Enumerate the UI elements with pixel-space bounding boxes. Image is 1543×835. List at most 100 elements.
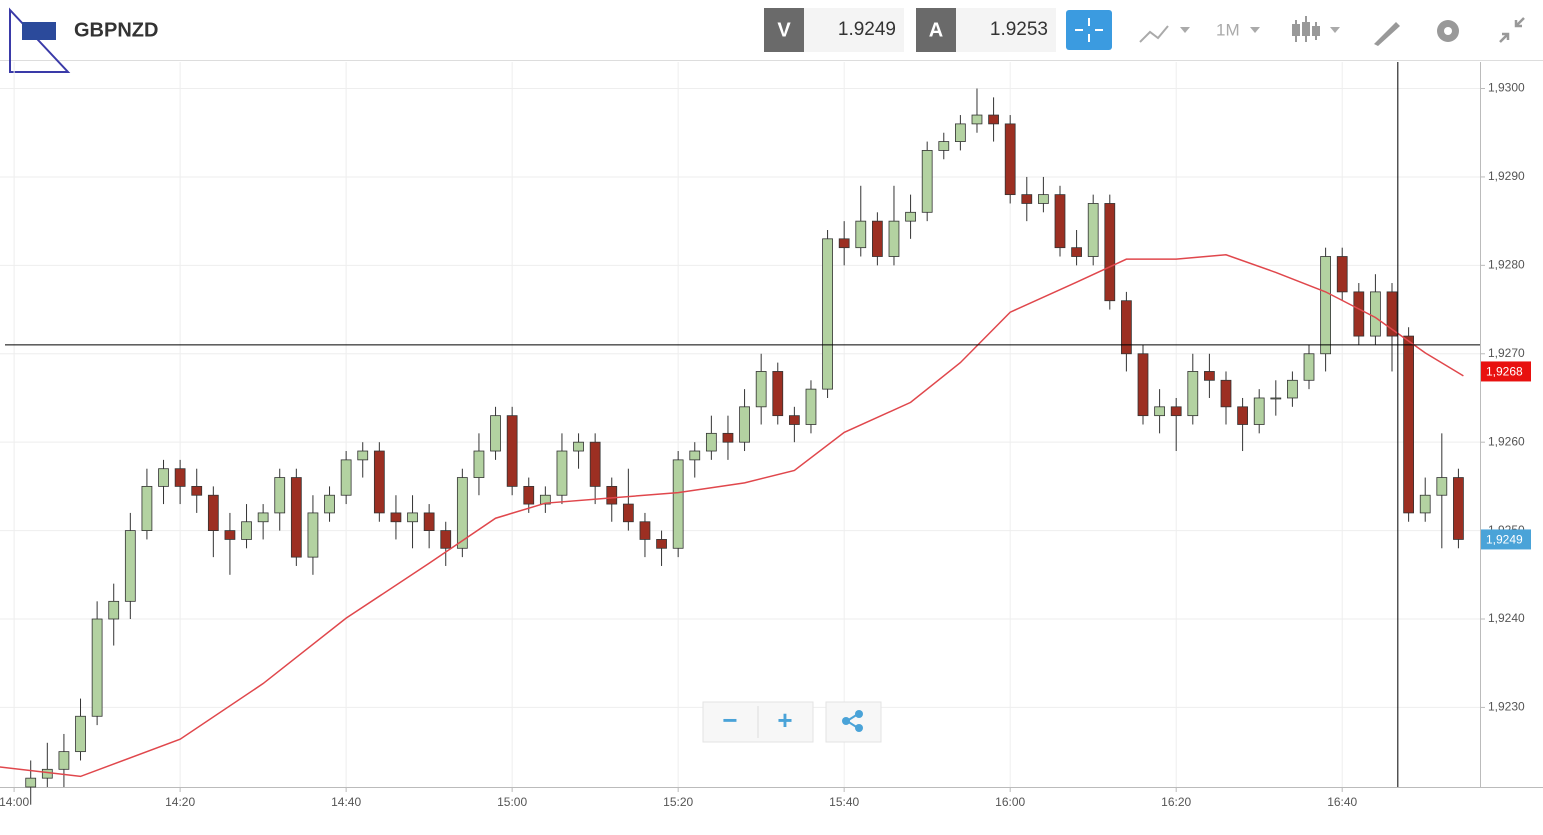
candle-body [191,485,203,496]
candle-body [689,450,701,461]
candle-body [755,371,767,408]
candles-icon [1312,26,1320,36]
candle-body [938,141,950,151]
candle-body [622,503,634,523]
candle-body [1038,194,1049,204]
candle-body [357,450,369,461]
candle-body [290,477,302,558]
candle-body [1220,379,1232,408]
sell-label: V [777,19,791,41]
candle-body [656,539,667,549]
candle-body [1419,494,1431,514]
candle-body [490,415,501,452]
dropdown [1250,27,1260,33]
candle-body [124,530,136,602]
candle-body [1137,353,1149,417]
candle-body [788,415,800,425]
buy-tag [916,8,956,52]
flag [22,22,56,40]
candle-body [1453,477,1464,540]
candle-body [241,521,252,540]
zoom-controls: − + [702,701,882,743]
candle-body [573,441,584,452]
buy-price: 1.9253 [990,19,1048,40]
y-tick-label: 1,9280 [1488,258,1525,272]
candle-body [373,450,385,514]
candle-body [639,521,651,540]
candle-body [58,751,70,770]
candle-body [108,600,120,620]
candle-body [407,512,418,523]
candle-body [174,468,186,487]
candle-body [921,150,933,213]
x-tick-label: 14:40 [331,795,361,809]
candle-body [1270,397,1282,400]
share-icon [855,724,863,732]
candle-body [390,512,402,523]
candle-body [855,220,867,249]
share-box[interactable] [825,701,882,743]
candle-body [1320,256,1331,355]
candle-body [871,220,883,257]
candle-body [1386,291,1398,337]
candle-body [274,477,286,514]
zoom-in[interactable]: + [777,705,792,735]
x-tick-label: 15:40 [829,795,859,809]
zoom-out[interactable]: − [722,705,737,735]
y-tick-label: 1,9290 [1488,169,1525,183]
candle-body [1087,203,1099,257]
candle-body [1170,406,1182,417]
x-tick-label: 14:00 [0,795,29,809]
candle-body [672,459,684,549]
candle-body [606,485,618,505]
timeframe[interactable]: 1M [1216,20,1240,39]
candle-body [1187,371,1199,417]
x-tick-label: 16:20 [1161,795,1191,809]
candle-body [1303,353,1315,381]
price-tag-label: 1,9268 [1486,365,1523,379]
candle-body [158,468,169,487]
moving-average [0,253,1464,778]
fullscreen-icon[interactable] [1499,17,1525,43]
logo [9,7,71,73]
candle-body [523,485,535,505]
price-tag-label: 1,9249 [1486,533,1523,547]
x-tick-label: 15:20 [663,795,693,809]
candle-body [25,777,37,788]
candle-body [1104,203,1116,302]
price-tag [1481,529,1531,550]
candle-body [1287,379,1298,399]
candle-body [1054,194,1066,249]
y-tick-label: 1,9230 [1488,700,1525,714]
candles-icon [1292,24,1300,36]
candle-body [1370,291,1381,337]
crosshair-icon [1075,18,1103,42]
candle-body [75,715,86,753]
settings-icon [1444,27,1452,35]
sell-price: 1.9249 [838,19,896,40]
x-tick-label: 14:20 [165,795,195,809]
crosshair-button[interactable] [1066,10,1112,50]
candle-body [1403,335,1414,514]
draw-icon[interactable] [1374,22,1400,46]
candle-body [1436,477,1448,496]
candle-body [1353,291,1365,337]
x-tick-label: 16:00 [995,795,1025,809]
candle-body [340,459,352,496]
candle-body [423,512,435,531]
candle-body [224,530,236,540]
share-icon [855,710,863,718]
candle-body [888,220,900,257]
candle-body [1154,406,1165,417]
candle-body [1021,194,1033,204]
candle-body [772,371,784,417]
candle-body [473,450,485,478]
candle-body [705,432,717,452]
candle-body [207,494,219,531]
candle-body [905,211,916,222]
candle-body [1121,300,1132,355]
candle-body [141,485,153,531]
candle-body [1071,247,1082,257]
chart-type-icon[interactable] [1139,25,1169,43]
